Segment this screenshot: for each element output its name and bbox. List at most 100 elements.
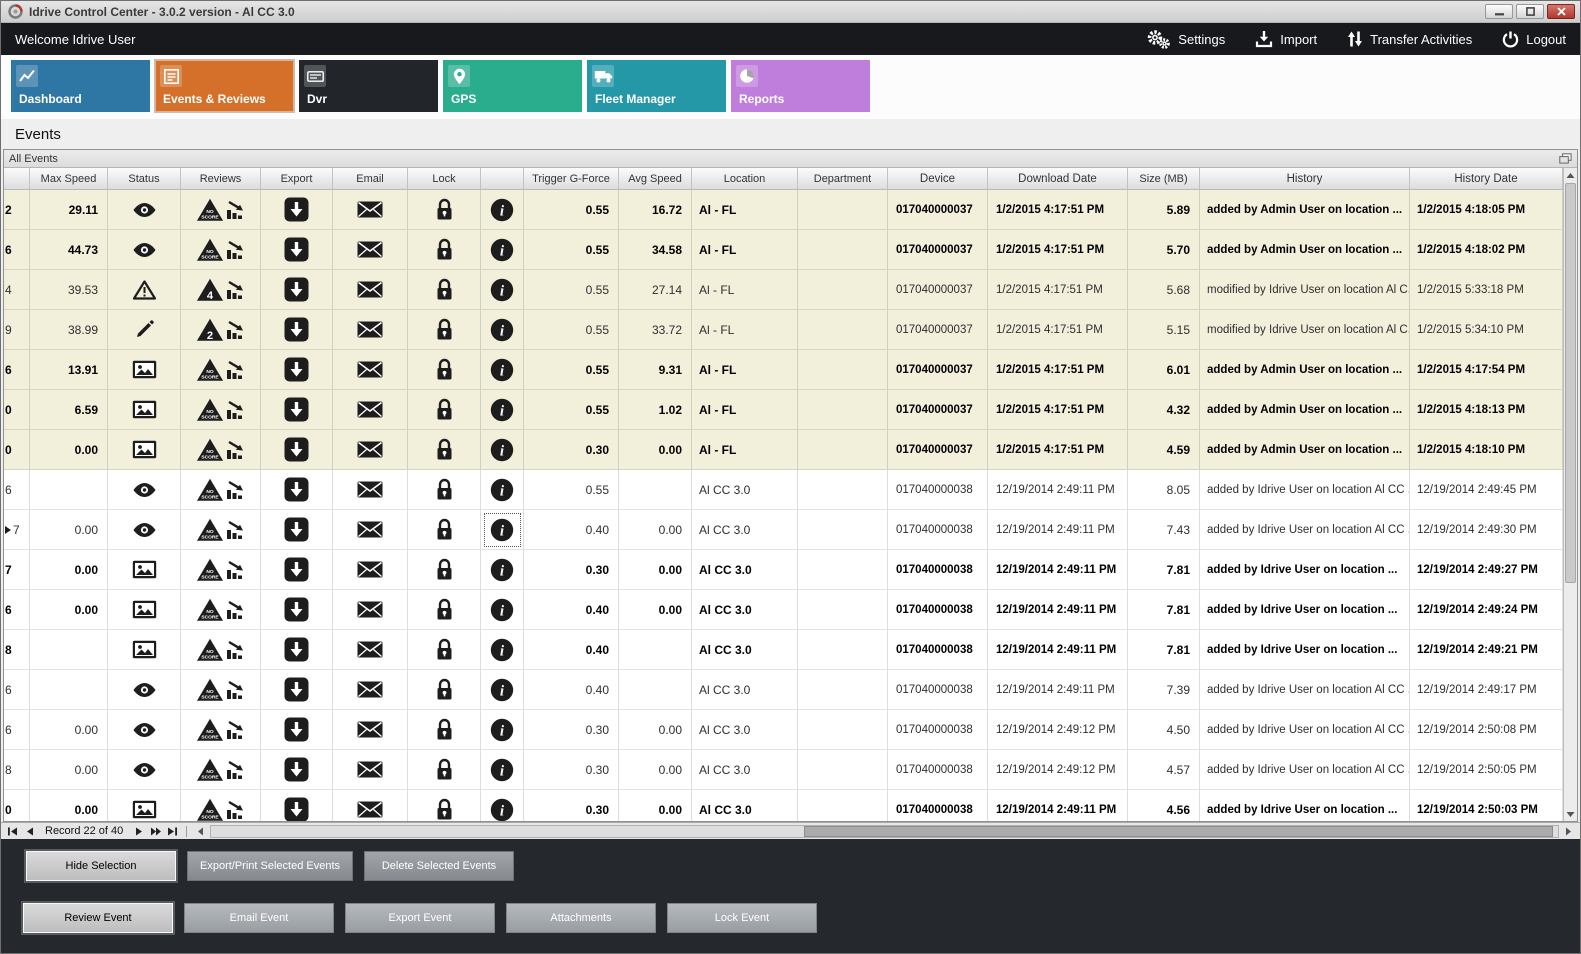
row-indicator-cell[interactable]: 7 — [4, 510, 30, 550]
device-cell[interactable]: 017040000038 — [888, 510, 988, 550]
review-chart-icon[interactable] — [226, 680, 246, 700]
image-icon[interactable] — [132, 600, 157, 619]
department-cell[interactable] — [798, 750, 888, 790]
lock-cell[interactable] — [408, 710, 481, 750]
info-cell[interactable]: i — [481, 550, 524, 590]
column-header-status[interactable]: Status — [108, 168, 181, 189]
size-cell[interactable]: 7.39 — [1128, 670, 1200, 710]
info-cell[interactable]: i — [481, 310, 524, 350]
row-indicator-cell[interactable]: 7 — [4, 550, 30, 590]
avg-speed-cell[interactable]: 0.00 — [619, 750, 692, 790]
info-cell[interactable]: i — [481, 670, 524, 710]
email-icon[interactable] — [357, 441, 383, 458]
info-cell[interactable]: i — [481, 390, 524, 430]
status-cell[interactable] — [108, 510, 181, 550]
scroll-down-button[interactable] — [1564, 807, 1577, 821]
review-score-icon[interactable]: NO SCORE — [196, 197, 224, 222]
size-cell[interactable]: 4.32 — [1128, 390, 1200, 430]
review-chart-icon[interactable] — [226, 800, 246, 820]
download-date-cell[interactable]: 12/19/2014 2:49:11 PM — [988, 790, 1128, 821]
table-row[interactable]: 8 0.00 NO SCORE i 0.30 0.00 Al CC 3.0 017… — [4, 750, 1563, 790]
size-cell[interactable]: 7.81 — [1128, 590, 1200, 630]
reviews-cell[interactable]: NO SCORE — [181, 670, 261, 710]
device-cell[interactable]: 017040000038 — [888, 670, 988, 710]
row-indicator-cell[interactable]: 8 — [4, 630, 30, 670]
column-header-department[interactable]: Department — [798, 168, 888, 189]
review-score-icon[interactable]: NO SCORE — [196, 517, 224, 542]
import-button[interactable]: Import — [1255, 30, 1317, 48]
device-cell[interactable]: 017040000038 — [888, 790, 988, 821]
info-cell[interactable]: i — [481, 510, 524, 550]
vertical-scrollbar-thumb[interactable] — [1565, 183, 1576, 583]
department-cell[interactable] — [798, 710, 888, 750]
download-date-cell[interactable]: 1/2/2015 4:17:51 PM — [988, 310, 1128, 350]
location-cell[interactable]: Al - FL — [692, 350, 798, 390]
max-speed-cell[interactable] — [30, 670, 108, 710]
history-date-cell[interactable]: 12/19/2014 2:49:21 PM — [1410, 630, 1563, 670]
history-cell[interactable]: added by Idrive User on location Al CC .… — [1200, 470, 1410, 510]
export-icon[interactable] — [284, 237, 309, 262]
device-cell[interactable]: 017040000037 — [888, 190, 988, 230]
history-cell[interactable]: added by Admin User on location ... — [1200, 230, 1410, 270]
email-icon[interactable] — [357, 281, 383, 298]
trigger-gforce-cell[interactable]: 0.40 — [524, 510, 619, 550]
tab-dashboard[interactable]: Dashboard — [11, 60, 150, 112]
info-icon[interactable]: i — [490, 358, 514, 382]
hscroll-left-button[interactable] — [192, 824, 209, 839]
history-date-cell[interactable]: 1/2/2015 5:34:10 PM — [1410, 310, 1563, 350]
history-cell[interactable]: added by Idrive User on location ... — [1200, 790, 1410, 821]
location-cell[interactable]: Al CC 3.0 — [692, 510, 798, 550]
scroll-up-button[interactable] — [1564, 168, 1577, 182]
max-speed-cell[interactable] — [30, 470, 108, 510]
review-score-icon[interactable]: NO SCORE — [196, 357, 224, 382]
column-header-trigger-g-force[interactable]: Trigger G-Force — [524, 168, 619, 189]
vertical-scrollbar-track[interactable] — [1564, 182, 1577, 807]
size-cell[interactable]: 4.59 — [1128, 430, 1200, 470]
review-chart-icon[interactable] — [226, 600, 246, 620]
info-icon[interactable]: i — [490, 398, 514, 422]
department-cell[interactable] — [798, 670, 888, 710]
info-icon[interactable]: i — [490, 558, 514, 582]
email-cell[interactable] — [333, 510, 408, 550]
device-cell[interactable]: 017040000038 — [888, 550, 988, 590]
column-header-size-mb-[interactable]: Size (MB) — [1128, 168, 1200, 189]
avg-speed-cell[interactable]: 27.14 — [619, 270, 692, 310]
minimize-button[interactable] — [1485, 4, 1513, 19]
info-icon[interactable]: i — [490, 678, 514, 702]
tab-dvr[interactable]: Dvr — [299, 60, 438, 112]
info-icon[interactable]: i — [490, 638, 514, 662]
reviews-cell[interactable]: NO SCORE — [181, 550, 261, 590]
info-icon[interactable]: i — [490, 798, 514, 822]
trigger-gforce-cell[interactable]: 0.30 — [524, 430, 619, 470]
export-icon[interactable] — [284, 557, 309, 582]
trigger-gforce-cell[interactable]: 0.30 — [524, 750, 619, 790]
download-date-cell[interactable]: 1/2/2015 4:17:51 PM — [988, 230, 1128, 270]
info-icon[interactable]: i — [490, 438, 514, 462]
table-row[interactable]: 6 0.00 NO SCORE i 0.30 0.00 Al CC 3.0 017… — [4, 710, 1563, 750]
table-row[interactable]: 6 0.00 NO SCORE i 0.40 0.00 Al CC 3.0 017… — [4, 590, 1563, 630]
reviews-cell[interactable]: NO SCORE — [181, 230, 261, 270]
reviews-cell[interactable]: NO SCORE — [181, 350, 261, 390]
lock-icon[interactable] — [435, 358, 454, 381]
export-print-selected-events-button[interactable]: Export/Print Selected Events — [187, 851, 354, 881]
column-header-email[interactable]: Email — [333, 168, 408, 189]
table-row[interactable]: 6 44.73 NO SCORE i 0.55 34.58 Al - FL 017… — [4, 230, 1563, 270]
reviews-cell[interactable]: NO SCORE — [181, 630, 261, 670]
trigger-gforce-cell[interactable]: 0.40 — [524, 630, 619, 670]
email-event-button[interactable]: Email Event — [184, 903, 334, 933]
max-speed-cell[interactable]: 29.11 — [30, 190, 108, 230]
review-chart-icon[interactable] — [226, 240, 246, 260]
table-row[interactable]: 0 0.00 NO SCORE i 0.30 0.00 Al CC 3.0 017… — [4, 790, 1563, 821]
history-cell[interactable]: added by Idrive User on location ... — [1200, 630, 1410, 670]
lock-icon[interactable] — [435, 678, 454, 701]
info-icon[interactable]: i — [490, 478, 514, 502]
table-row[interactable]: 0 0.00 NO SCORE i 0.30 0.00 Al - FL 01704… — [4, 430, 1563, 470]
trigger-gforce-cell[interactable]: 0.30 — [524, 710, 619, 750]
info-cell[interactable]: i — [481, 190, 524, 230]
lock-cell[interactable] — [408, 470, 481, 510]
email-icon[interactable] — [357, 401, 383, 418]
status-cell[interactable] — [108, 310, 181, 350]
attachments-button[interactable]: Attachments — [506, 903, 656, 933]
email-cell[interactable] — [333, 230, 408, 270]
history-date-cell[interactable]: 1/2/2015 4:18:02 PM — [1410, 230, 1563, 270]
